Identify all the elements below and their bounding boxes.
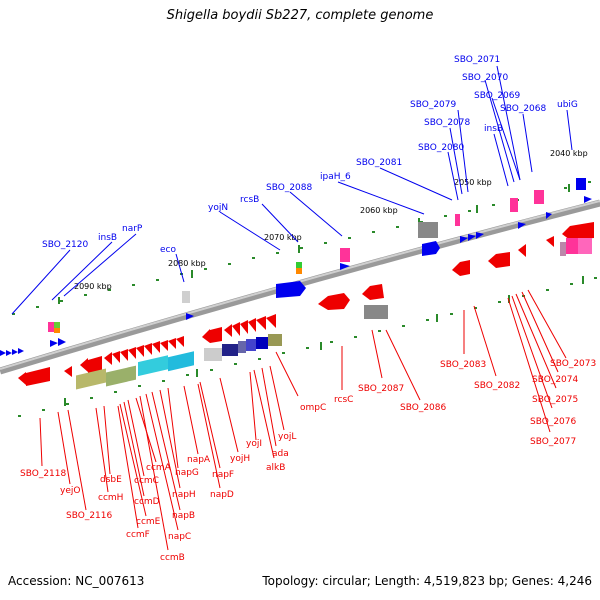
- gene-label: ccmH: [98, 493, 123, 503]
- gene-label: SBO_2075: [532, 395, 578, 405]
- gene-label: SBO_2120: [42, 240, 88, 250]
- gene-label: ccmD: [134, 497, 160, 507]
- minus-strand-genes: [18, 222, 594, 386]
- gene-label: SBO_2086: [400, 403, 446, 413]
- gene-label: yojI: [246, 439, 262, 449]
- gene-label: yejO: [60, 486, 80, 496]
- gene-label: napA: [187, 455, 211, 465]
- scale-label: 2070 kbp: [264, 233, 302, 242]
- gene-label: SBO_2071: [454, 55, 500, 65]
- gene-label: rcsB: [240, 195, 259, 205]
- top-leader-lines: [11, 65, 573, 315]
- gene-label: SBO_2068: [500, 104, 546, 114]
- gene-label: alkB: [266, 463, 285, 473]
- topology-text: Topology: circular; Length: 4,519,823 bp…: [262, 574, 592, 588]
- map-title: Shigella boydii Sb227, complete genome: [166, 8, 434, 23]
- gene-label: napD: [210, 490, 234, 500]
- gene-label: SBO_2087: [358, 384, 404, 394]
- gene-label: yojN: [208, 203, 228, 213]
- gene-label: insB: [484, 124, 503, 134]
- gene-label: ccmB: [160, 553, 185, 563]
- gene-label: ipaH_6: [320, 172, 351, 182]
- gene-label: napF: [212, 470, 234, 480]
- gene-label: SBO_2069: [474, 91, 520, 101]
- gene-label: SBO_2088: [266, 183, 312, 193]
- scale-label: 2060 kbp: [360, 206, 398, 215]
- plus-strand-features: [48, 190, 544, 333]
- gene-label: ompC: [300, 403, 326, 413]
- gene-label: ccmC: [134, 476, 159, 486]
- inner-tick-row: [18, 276, 597, 417]
- gene-label: SBO_2116: [66, 511, 112, 521]
- gene-label: napH: [172, 490, 196, 500]
- gene-label: napB: [172, 511, 195, 521]
- scale-label: 2040 kbp: [550, 149, 588, 158]
- gene-label: SBO_2080: [418, 143, 464, 153]
- gene-label: ada: [272, 449, 289, 459]
- gene-label: narP: [122, 224, 143, 234]
- scale-label: 2050 kbp: [454, 178, 492, 187]
- operon-blocks: [76, 238, 592, 390]
- gene-label: SBO_2082: [474, 381, 520, 391]
- gene-label: ccmF: [126, 530, 150, 540]
- gene-label: SBO_2074: [532, 375, 578, 385]
- gene-label: SBO_2118: [20, 469, 66, 479]
- gene-label: ccmE: [136, 517, 161, 527]
- gene-label: ubiG: [557, 100, 578, 110]
- scale-label: 2090 kbp: [74, 282, 112, 291]
- accession-text: Accession: NC_007613: [8, 574, 145, 588]
- gene-label: ccmA: [146, 463, 172, 473]
- gene-label: SBO_2078: [424, 118, 470, 128]
- gene-label: yojL: [278, 432, 296, 442]
- scale-label: 2080 kbp: [168, 259, 206, 268]
- gene-label: yojH: [230, 454, 250, 464]
- gene-label: rcsC: [334, 395, 353, 405]
- gene-label: napG: [175, 468, 199, 478]
- gene-label: SBO_2076: [530, 417, 576, 427]
- gene-label: SBO_2081: [356, 158, 402, 168]
- gene-label: SBO_2070: [462, 73, 508, 83]
- gene-label: dsbE: [100, 475, 122, 485]
- gene-label: SBO_2083: [440, 360, 486, 370]
- gene-label: SBO_2079: [410, 100, 456, 110]
- gene-label: eco: [160, 245, 176, 255]
- gene-label: SBO_2077: [530, 437, 576, 447]
- bottom-leader-lines: [39, 289, 567, 551]
- gene-label: SBO_2073: [550, 359, 596, 369]
- plus-strand-genes: [0, 178, 592, 356]
- gene-label: insB: [98, 233, 117, 243]
- gene-label: napC: [168, 532, 191, 542]
